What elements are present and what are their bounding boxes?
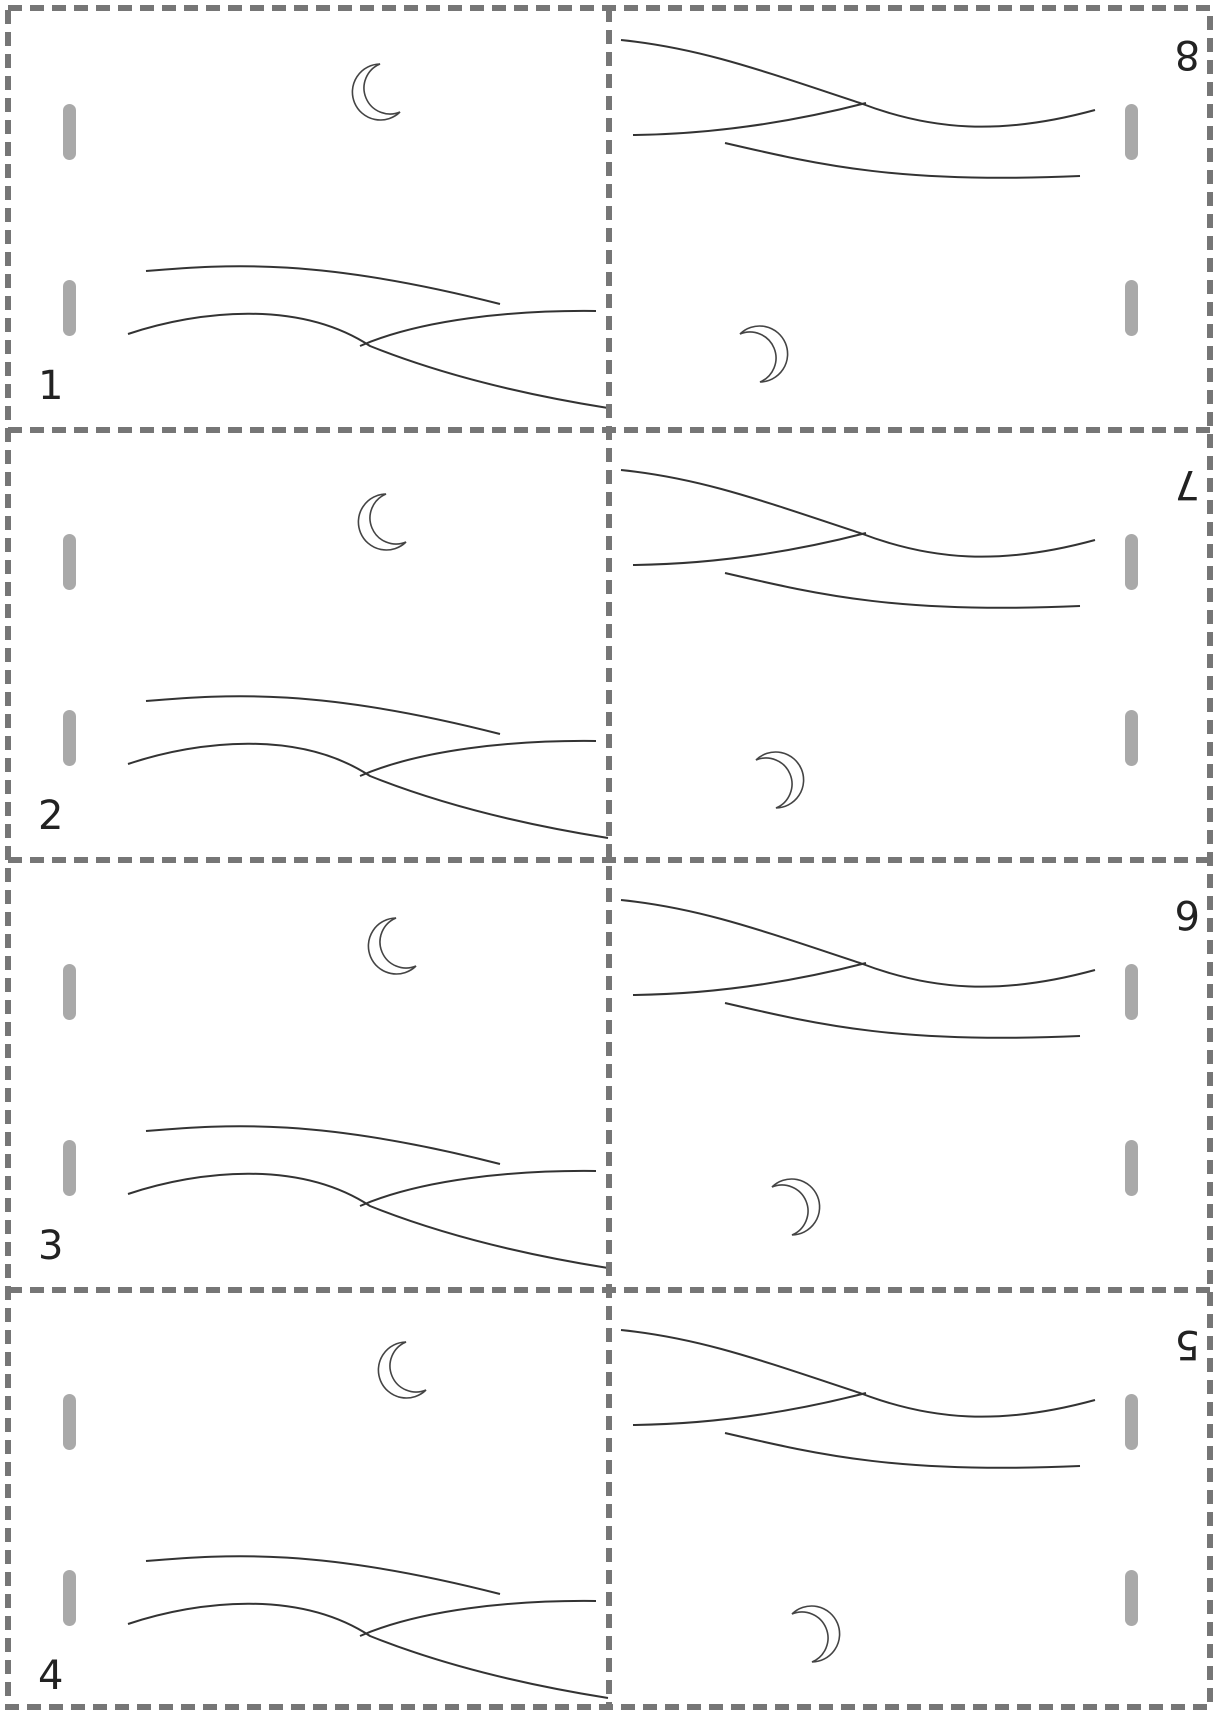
page-number-4: 4 bbox=[38, 1653, 64, 1699]
staple-slot-mark bbox=[1125, 104, 1138, 336]
crescent-moon-icon bbox=[377, 1341, 427, 1399]
hills-drawing bbox=[127, 265, 609, 409]
page-number-7: 7 bbox=[1174, 461, 1200, 507]
hills-drawing bbox=[620, 1329, 1096, 1469]
frame-7 bbox=[620, 469, 1138, 809]
hills-drawing bbox=[620, 469, 1096, 609]
page-number-5: 5 bbox=[1174, 1321, 1200, 1367]
page-number-3: 3 bbox=[38, 1223, 64, 1269]
hills-drawing bbox=[127, 1555, 609, 1699]
hills-drawing bbox=[127, 695, 609, 839]
page-number-6: 6 bbox=[1174, 891, 1200, 937]
page-number-2: 2 bbox=[38, 793, 64, 839]
staple-slot-mark bbox=[63, 964, 76, 1196]
crescent-moon-icon bbox=[357, 493, 407, 551]
crescent-moon-icon bbox=[351, 63, 401, 121]
cut-lines bbox=[5, 5, 1213, 1710]
staple-slot-mark bbox=[1125, 964, 1138, 1196]
frame-5 bbox=[620, 1329, 1138, 1663]
hills-drawing bbox=[127, 1125, 609, 1269]
staple-slot-mark bbox=[1125, 534, 1138, 766]
crescent-moon-icon bbox=[755, 751, 805, 809]
frame-8 bbox=[620, 39, 1138, 383]
hills-drawing bbox=[620, 899, 1096, 1039]
staple-slot-mark bbox=[1125, 1394, 1138, 1626]
crescent-moon-icon bbox=[791, 1605, 841, 1663]
frame-3 bbox=[63, 917, 609, 1269]
page-number-1: 1 bbox=[38, 363, 64, 409]
staple-slot-mark bbox=[63, 104, 76, 336]
frame-1 bbox=[63, 63, 609, 409]
hills-drawing bbox=[620, 39, 1096, 179]
crescent-moon-icon bbox=[739, 325, 789, 383]
frame-4 bbox=[63, 1341, 609, 1699]
crescent-moon-icon bbox=[771, 1178, 821, 1236]
page-number-8: 8 bbox=[1174, 31, 1200, 77]
frame-6 bbox=[620, 899, 1138, 1236]
crescent-moon-icon bbox=[367, 917, 417, 975]
frame-2 bbox=[63, 493, 609, 839]
staple-slot-mark bbox=[63, 534, 76, 766]
staple-slot-mark bbox=[63, 1394, 76, 1626]
